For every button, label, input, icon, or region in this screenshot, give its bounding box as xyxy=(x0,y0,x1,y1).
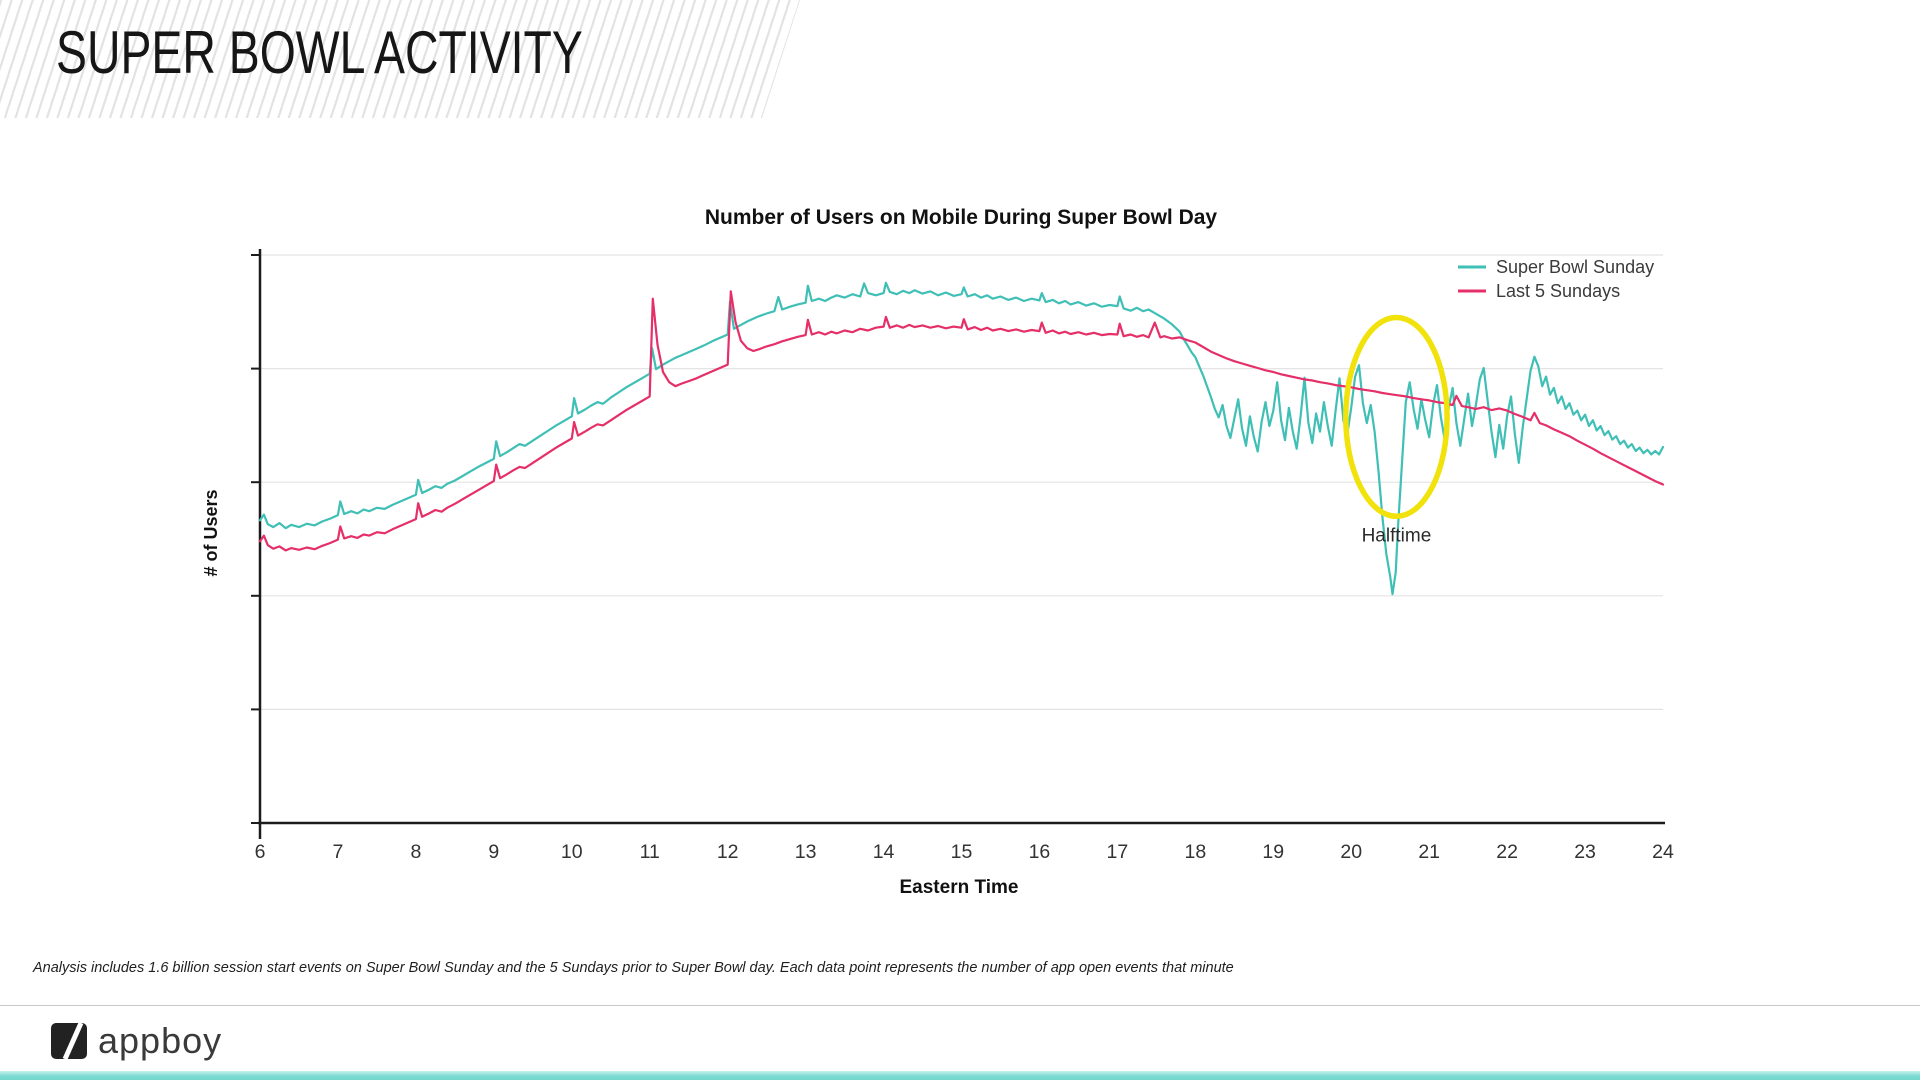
appboy-logo-wordmark: appboy xyxy=(98,1020,223,1061)
x-tick-label: 23 xyxy=(1574,841,1596,863)
x-tick-label: 10 xyxy=(561,841,583,863)
x-tick-label: 14 xyxy=(873,841,895,863)
footer-divider xyxy=(0,1005,1920,1006)
x-tick-label: 7 xyxy=(333,841,344,863)
x-tick-label: 9 xyxy=(488,841,499,863)
x-tick-label: 13 xyxy=(795,841,817,863)
legend-label-1: Super Bowl Sunday xyxy=(1496,257,1654,277)
x-tick-label: 19 xyxy=(1262,841,1284,863)
x-axis-title: Eastern Time xyxy=(900,877,1019,898)
activity-chart: Halftime Super Bowl Sunday Last 5 Sundays… xyxy=(201,206,1674,898)
y-axis-title: # of Users xyxy=(201,489,221,576)
footnote: Analysis includes 1.6 billion session st… xyxy=(33,960,1234,976)
chart-title: Number of Users on Mobile During Super B… xyxy=(705,206,1218,229)
x-tick-label: 6 xyxy=(255,841,266,863)
x-tick-labels: 6 7 8 9 10 11 12 13 14 15 16 17 18 19 20 21 22 23 24 xyxy=(255,841,1674,863)
x-tick-label: 8 xyxy=(410,841,421,863)
x-tick-label: 16 xyxy=(1029,841,1051,863)
x-tick-label: 24 xyxy=(1652,841,1674,863)
bottom-accent-bar xyxy=(0,1071,1920,1080)
page-title: SUPER BOWL ACTIVITY xyxy=(56,19,583,87)
legend-label-2: Last 5 Sundays xyxy=(1496,281,1620,301)
x-tick-label: 12 xyxy=(717,841,739,863)
legend: Super Bowl Sunday Last 5 Sundays xyxy=(1458,257,1654,301)
halftime-ellipse xyxy=(1343,314,1450,520)
x-tick-label: 15 xyxy=(951,841,973,863)
appboy-logo: appboy xyxy=(50,1021,222,1061)
x-tick-label: 18 xyxy=(1184,841,1206,863)
x-tick-label: 21 xyxy=(1418,841,1440,863)
halftime-label: Halftime xyxy=(1362,525,1432,546)
series-line-super-bowl-sunday xyxy=(258,281,1665,596)
x-tick-label: 17 xyxy=(1107,841,1129,863)
series-layer xyxy=(258,281,1665,596)
x-tick-label: 20 xyxy=(1340,841,1362,863)
annotation-layer: Halftime xyxy=(1343,314,1450,546)
series-line-last-5-sundays xyxy=(258,290,1665,552)
appboy-logo-icon xyxy=(51,1021,87,1061)
x-tick-label: 11 xyxy=(640,841,660,863)
header-hatch-pattern xyxy=(0,0,800,118)
x-tick-label: 22 xyxy=(1496,841,1518,863)
grid-layer xyxy=(251,254,1663,824)
